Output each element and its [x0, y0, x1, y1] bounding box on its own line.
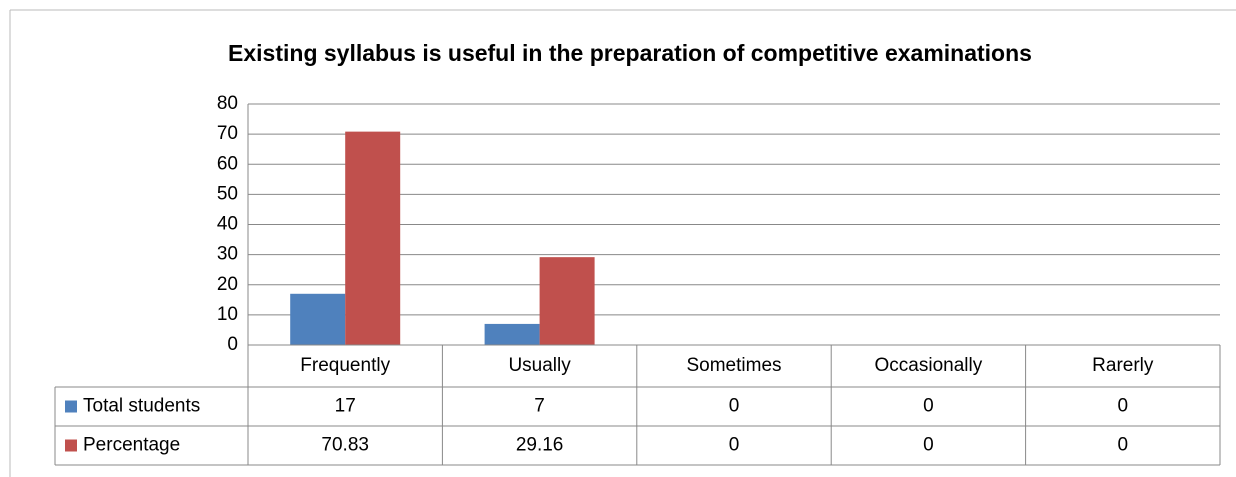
y-tick-label: 10 — [217, 304, 238, 325]
y-tick-label: 0 — [227, 334, 238, 355]
table-cell: 0 — [923, 396, 934, 417]
legend-label: Percentage — [83, 435, 180, 456]
chart-title: Existing syllabus is useful in the prepa… — [228, 40, 1032, 66]
x-tick-label: Usually — [508, 355, 571, 376]
y-tick-label: 80 — [217, 93, 238, 114]
y-tick-label: 40 — [217, 214, 238, 235]
x-tick-label: Occasionally — [875, 355, 983, 376]
table-cell: 17 — [335, 396, 356, 417]
table-cell: 0 — [729, 435, 740, 456]
x-tick-label: Rarerly — [1092, 355, 1154, 376]
legend-key — [65, 400, 77, 413]
bar — [539, 257, 595, 345]
table-cell: 0 — [923, 435, 934, 456]
table-cell: 7 — [534, 396, 545, 417]
table-cell: 0 — [729, 396, 740, 417]
y-tick-label: 60 — [217, 153, 238, 174]
table-cell: 0 — [1118, 435, 1129, 456]
table-cell: 70.83 — [321, 435, 369, 456]
x-tick-label: Sometimes — [686, 355, 781, 376]
x-tick-label: Frequently — [300, 355, 390, 376]
y-tick-label: 30 — [217, 244, 238, 265]
legend-key — [65, 439, 77, 452]
legend-label: Total students — [83, 396, 200, 417]
bar — [290, 293, 346, 345]
y-tick-label: 70 — [217, 123, 238, 144]
bar — [484, 323, 540, 345]
y-tick-label: 20 — [217, 274, 238, 295]
y-tick-label: 50 — [217, 183, 238, 204]
bar — [345, 131, 401, 345]
table-cell: 29.16 — [516, 435, 564, 456]
table-cell: 0 — [1118, 396, 1129, 417]
